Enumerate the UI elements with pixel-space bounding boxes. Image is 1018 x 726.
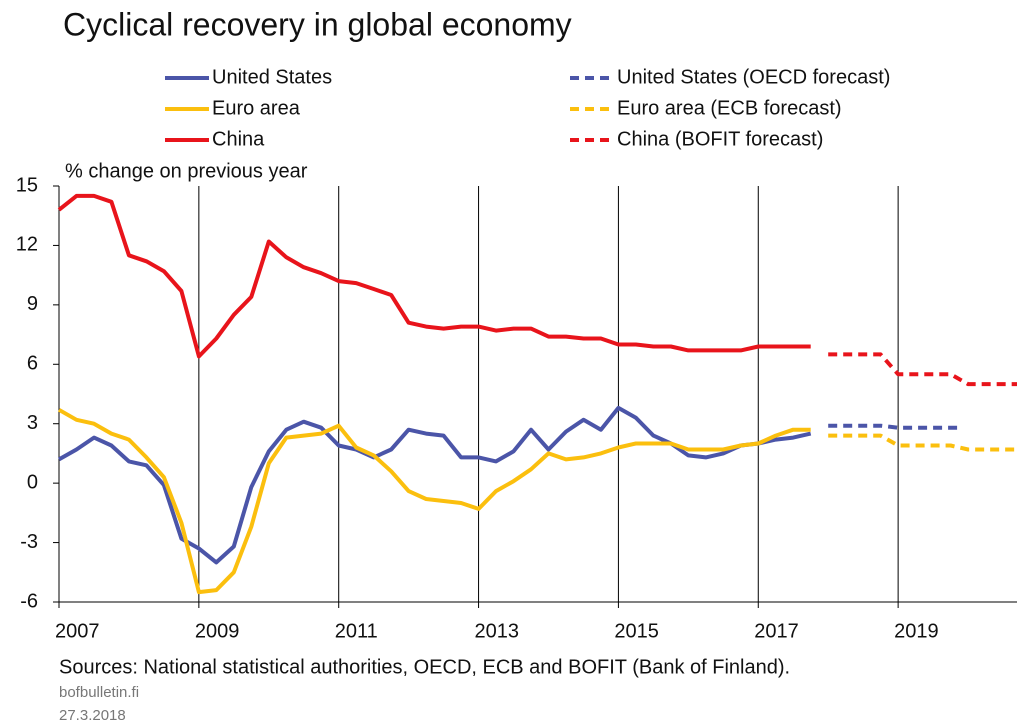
x-tick-label: 2017 — [754, 620, 799, 642]
chart-title: Cyclical recovery in global economy — [63, 6, 572, 42]
x-tick-label: 2011 — [335, 620, 378, 642]
series-line — [58, 405, 812, 565]
series-line — [828, 433, 1017, 452]
legend-label: Euro area (ECB forecast) — [617, 97, 842, 119]
x-tick-label: 2007 — [55, 620, 100, 642]
legend-label: United States — [212, 66, 332, 88]
y-axis-label: % change on previous year — [65, 160, 308, 182]
series-line — [58, 408, 811, 595]
series-line — [57, 193, 811, 359]
source: Sources: National statistical authoritie… — [59, 656, 790, 678]
y-tick-label: 12 — [16, 234, 38, 256]
legend-label: China — [212, 128, 265, 150]
legend-label: Euro area — [212, 97, 301, 119]
x-tick-label: 2013 — [475, 620, 519, 642]
y-tick-label: 15 — [16, 174, 38, 196]
x-tick-label: 2019 — [894, 620, 939, 642]
date: 27.3.2018 — [59, 707, 126, 724]
x-tick-label: 2015 — [614, 620, 659, 642]
series-line — [828, 423, 958, 430]
y-tick-label: 3 — [27, 412, 38, 434]
y-tick-label: 6 — [27, 353, 38, 375]
site: bofbulletin.fi — [59, 684, 139, 701]
y-tick-label: 0 — [27, 471, 38, 493]
y-tick-label: -3 — [20, 531, 38, 553]
y-tick-label: -6 — [20, 590, 38, 612]
series-line — [828, 352, 1017, 387]
legend-label: United States (OECD forecast) — [617, 66, 890, 88]
legend-label: China (BOFIT forecast) — [617, 128, 823, 150]
x-tick-label: 2009 — [195, 620, 240, 642]
y-tick-label: 9 — [27, 293, 38, 315]
